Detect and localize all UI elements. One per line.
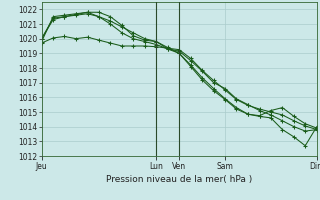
X-axis label: Pression niveau de la mer( hPa ): Pression niveau de la mer( hPa ) [106,175,252,184]
